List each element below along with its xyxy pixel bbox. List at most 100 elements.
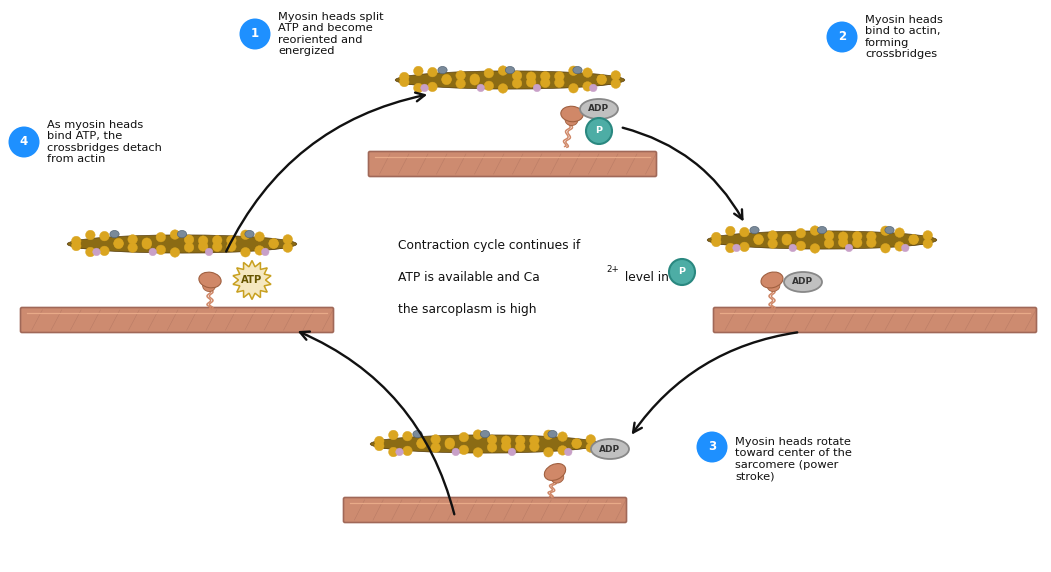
Circle shape — [512, 71, 522, 81]
Circle shape — [212, 242, 222, 252]
Circle shape — [456, 79, 466, 89]
Ellipse shape — [749, 227, 759, 234]
Text: As myosin heads
bind ATP, the
crossbridges detach
from actin: As myosin heads bind ATP, the crossbridg… — [47, 120, 162, 164]
Circle shape — [85, 230, 96, 240]
Text: Contraction cycle continues if: Contraction cycle continues if — [398, 239, 580, 252]
Circle shape — [509, 448, 516, 456]
Circle shape — [199, 236, 208, 245]
Polygon shape — [233, 260, 271, 300]
Circle shape — [555, 78, 564, 88]
FancyBboxPatch shape — [344, 498, 626, 522]
Ellipse shape — [199, 272, 221, 288]
Circle shape — [128, 243, 138, 252]
Circle shape — [582, 68, 593, 77]
Circle shape — [782, 234, 791, 244]
Circle shape — [824, 231, 833, 240]
Circle shape — [498, 84, 508, 93]
Circle shape — [512, 78, 522, 88]
Circle shape — [789, 244, 797, 252]
Ellipse shape — [548, 431, 557, 438]
Circle shape — [71, 236, 81, 246]
Circle shape — [142, 238, 151, 248]
Circle shape — [754, 235, 763, 244]
Ellipse shape — [413, 431, 423, 438]
Circle shape — [881, 244, 890, 253]
Text: 1: 1 — [251, 27, 259, 41]
Circle shape — [839, 237, 848, 247]
Circle shape — [796, 241, 806, 251]
Circle shape — [558, 446, 568, 455]
Circle shape — [902, 244, 909, 252]
Ellipse shape — [71, 239, 292, 252]
Circle shape — [71, 241, 81, 251]
Circle shape — [205, 248, 212, 256]
Circle shape — [768, 239, 778, 248]
Ellipse shape — [375, 439, 595, 452]
Ellipse shape — [767, 281, 780, 291]
Circle shape — [572, 439, 581, 448]
Text: Myosin heads split
ATP and become
reoriented and
energized: Myosin heads split ATP and become reorie… — [279, 11, 384, 57]
FancyBboxPatch shape — [369, 152, 657, 177]
Text: P: P — [679, 268, 685, 276]
Ellipse shape — [245, 231, 254, 238]
Circle shape — [199, 241, 208, 251]
Ellipse shape — [707, 231, 936, 249]
Circle shape — [184, 243, 193, 252]
Ellipse shape — [712, 235, 932, 248]
Ellipse shape — [370, 435, 600, 453]
Circle shape — [403, 446, 412, 456]
Circle shape — [283, 235, 292, 244]
Circle shape — [909, 235, 919, 244]
Circle shape — [100, 231, 109, 241]
Circle shape — [283, 243, 292, 252]
Circle shape — [501, 442, 511, 451]
Circle shape — [389, 430, 398, 440]
Circle shape — [445, 439, 454, 449]
Circle shape — [909, 235, 919, 244]
Text: level in: level in — [620, 271, 668, 284]
Circle shape — [431, 443, 440, 452]
Circle shape — [128, 235, 138, 244]
Ellipse shape — [110, 231, 119, 238]
Text: ADP: ADP — [792, 277, 813, 287]
Circle shape — [586, 435, 596, 444]
Circle shape — [485, 81, 494, 90]
Circle shape — [540, 72, 550, 81]
Circle shape — [227, 242, 236, 252]
Circle shape — [569, 66, 578, 76]
Circle shape — [428, 82, 437, 92]
Circle shape — [473, 448, 482, 457]
Circle shape — [533, 84, 541, 92]
Circle shape — [867, 238, 877, 248]
Circle shape — [262, 248, 269, 256]
Circle shape — [740, 227, 749, 237]
Circle shape — [555, 72, 564, 81]
Circle shape — [754, 235, 763, 245]
Circle shape — [389, 447, 398, 457]
Circle shape — [156, 245, 166, 255]
Circle shape — [894, 228, 904, 237]
Circle shape — [845, 244, 852, 252]
Circle shape — [669, 259, 695, 285]
Circle shape — [254, 245, 265, 255]
Circle shape — [824, 239, 833, 248]
Circle shape — [456, 70, 466, 80]
Circle shape — [459, 432, 469, 442]
Circle shape — [733, 244, 740, 252]
Circle shape — [399, 72, 409, 82]
Circle shape — [399, 77, 409, 87]
Circle shape — [558, 432, 568, 442]
Circle shape — [477, 84, 485, 92]
Circle shape — [768, 231, 778, 240]
Circle shape — [527, 72, 536, 81]
Circle shape — [590, 84, 597, 92]
Ellipse shape — [885, 227, 894, 234]
Circle shape — [515, 442, 526, 451]
Ellipse shape — [395, 71, 624, 89]
FancyBboxPatch shape — [21, 308, 333, 332]
Circle shape — [586, 443, 596, 452]
Circle shape — [8, 126, 40, 157]
Circle shape — [810, 244, 820, 253]
Circle shape — [100, 246, 109, 256]
Ellipse shape — [544, 463, 565, 480]
